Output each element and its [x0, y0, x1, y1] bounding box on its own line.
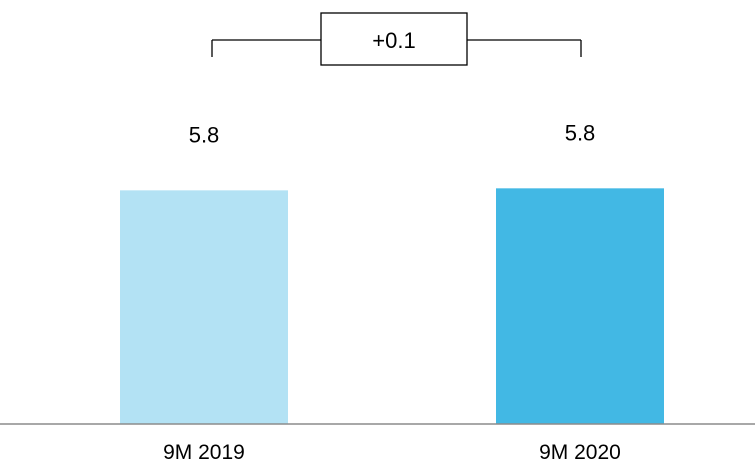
value-labels: 5.8 5.8 [189, 120, 596, 147]
value-label-9m-2020: 5.8 [565, 120, 596, 145]
category-label-9m-2020: 9M 2020 [539, 441, 621, 464]
value-label-9m-2019: 5.8 [189, 122, 220, 147]
bars-group [120, 188, 664, 424]
delta-label: +0.1 [372, 28, 415, 53]
category-labels: 9M 2019 9M 2020 [163, 441, 621, 464]
delta-bracket: +0.1 [211, 12, 582, 66]
category-label-9m-2019: 9M 2019 [163, 441, 245, 464]
bar-9m-2019 [120, 190, 288, 424]
bar-9m-2020 [496, 188, 664, 424]
delta-box [320, 12, 468, 66]
